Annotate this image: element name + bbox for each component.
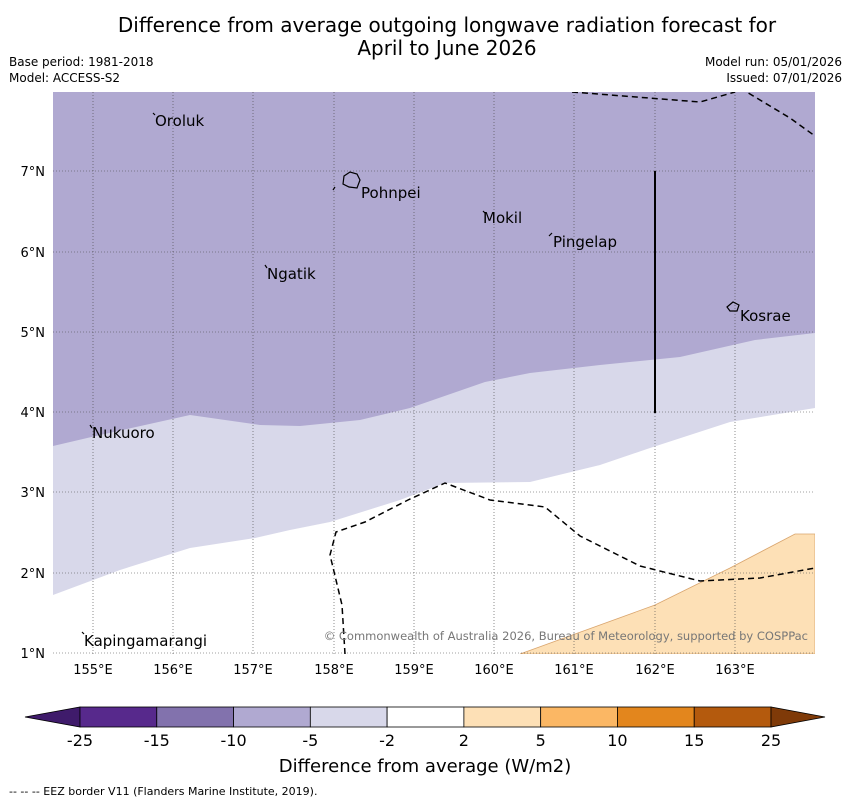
- title-line-2: April to June 2026: [357, 36, 537, 60]
- lon-label: 160°E: [474, 663, 514, 678]
- colorbar-segment: [540, 706, 618, 728]
- nukuoro-island-mark: [89, 424, 93, 429]
- lon-label: 155°E: [73, 663, 113, 678]
- lon-label: 156°E: [153, 663, 193, 678]
- colorbar-segment: [233, 706, 311, 728]
- place-label: Kapingamarangi: [84, 632, 207, 650]
- colorbar-segment: [617, 706, 695, 728]
- lat-label: 4°N: [21, 406, 46, 421]
- colorbar-extend-low: [24, 706, 81, 728]
- colorbar-segment: [309, 706, 388, 728]
- meta-left: Base period: 1981-2018 Model: ACCESS-S2: [9, 54, 154, 86]
- colorbar-segment: [693, 706, 772, 728]
- place-labels: Oroluk Pohnpei Mokil Pingelap Ngatik Kos…: [84, 112, 791, 650]
- model-run: Model run: 05/01/2026: [704, 55, 842, 69]
- pohnpei-islet-mark: [332, 186, 336, 191]
- colorbar-extend-high: [770, 706, 826, 728]
- kosrae-island-outline: [726, 301, 740, 312]
- colorbar-tick-label: 2: [459, 731, 469, 750]
- place-label: Kosrae: [740, 307, 791, 325]
- place-label: Mokil: [483, 209, 522, 227]
- lon-label: 162°E: [635, 663, 675, 678]
- base-period: Base period: 1981-2018: [9, 55, 154, 69]
- colorbar-tick-label: -2: [379, 731, 395, 750]
- grid-lines: [53, 92, 815, 654]
- lat-label: 5°N: [21, 326, 46, 341]
- pohnpei-island-outline: [342, 171, 361, 189]
- latitude-labels: 7°N 6°N 5°N 4°N 3°N 2°N 1°N: [21, 165, 46, 662]
- model-name: Model: ACCESS-S2: [9, 71, 121, 85]
- place-label: Oroluk: [155, 112, 204, 130]
- lon-label: 161°E: [554, 663, 594, 678]
- longitude-labels: 155°E 156°E 157°E 158°E 159°E 160°E 161°…: [73, 663, 755, 678]
- lon-label: 163°E: [715, 663, 755, 678]
- colorbar-tick-label: 5: [536, 731, 546, 750]
- eez-borders: [329, 92, 815, 654]
- footer-note: -- -- -- EEZ border V11 (Flanders Marine…: [9, 785, 318, 798]
- ngatik-island-mark: [264, 264, 268, 269]
- colorbar-tick-label: 15: [684, 731, 704, 750]
- colorbar-tick-label: -15: [144, 731, 170, 750]
- meta-right: Model run: 05/01/2026 Issued: 07/01/2026: [705, 54, 842, 86]
- pingelap-island-mark: [548, 232, 553, 237]
- map-title: Difference from average outgoing longwav…: [0, 14, 850, 60]
- lat-label: 1°N: [21, 647, 46, 662]
- place-label: Pingelap: [553, 233, 617, 251]
- islands: [81, 112, 740, 635]
- mokil-island-mark: [482, 210, 486, 214]
- lon-label: 159°E: [394, 663, 434, 678]
- colorbar: [24, 706, 826, 728]
- lat-label: 6°N: [21, 246, 46, 261]
- colorbar-tick-label: -10: [220, 731, 246, 750]
- lon-label: 157°E: [233, 663, 273, 678]
- colorbar-segment: [79, 706, 158, 728]
- colorbar-segment: [463, 706, 542, 728]
- lat-label: 3°N: [21, 486, 46, 501]
- colorbar-label: Difference from average (W/m2): [279, 756, 571, 777]
- oroluk-island-mark: [152, 112, 156, 116]
- place-label: Ngatik: [267, 265, 316, 283]
- lat-label: 7°N: [21, 165, 46, 180]
- colorbar-tick-label: 10: [607, 731, 627, 750]
- lavender-region: [53, 92, 815, 446]
- colorbar-ticks: -25 -15 -10 -5 -2 2 5 10 15 25: [67, 731, 781, 750]
- colorbar-segment: [386, 706, 465, 728]
- lon-label: 158°E: [314, 663, 354, 678]
- lat-label: 2°N: [21, 567, 46, 582]
- colorbar-tick-label: -25: [67, 731, 93, 750]
- place-label: Pohnpei: [361, 184, 421, 202]
- map-area: [53, 92, 815, 654]
- copyright-notice: © Commonwealth of Australia 2026, Bureau…: [324, 629, 808, 643]
- issued-date: Issued: 07/01/2026: [726, 71, 842, 85]
- place-label: Nukuoro: [92, 424, 155, 442]
- title-line-1: Difference from average outgoing longwav…: [117, 13, 777, 37]
- colorbar-segment: [156, 706, 234, 728]
- kapingamarangi-island-mark: [81, 631, 85, 635]
- colorbar-tick-label: -5: [302, 731, 318, 750]
- colorbar-tick-label: 25: [761, 731, 781, 750]
